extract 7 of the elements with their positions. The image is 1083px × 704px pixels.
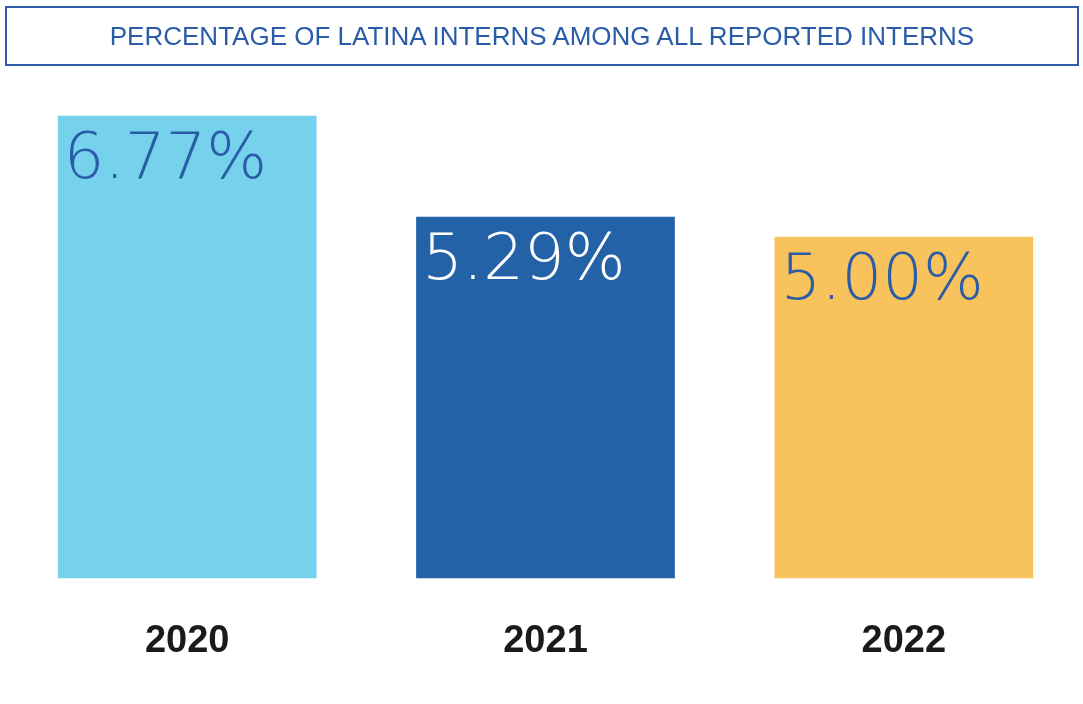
- data-label: 6.77%: [63, 119, 268, 194]
- data-label: 5.29%: [422, 220, 626, 295]
- x-tick-label: 2020: [144, 617, 230, 660]
- chart-title: PERCENTAGE OF LATINA INTERNS AMONG ALL REPORTED INTERNS: [5, 6, 1079, 66]
- x-tick-label: 2021: [503, 617, 588, 660]
- x-tick-label: 2022: [861, 617, 947, 660]
- data-label: 5.00%: [780, 240, 984, 315]
